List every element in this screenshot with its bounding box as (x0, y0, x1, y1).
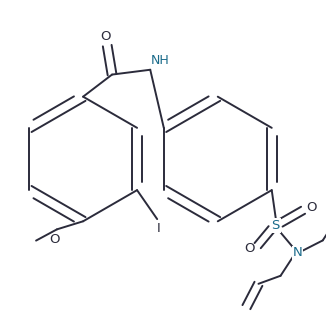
Text: I: I (157, 222, 160, 235)
Text: O: O (306, 201, 317, 213)
Text: O: O (100, 30, 111, 43)
Text: O: O (50, 233, 60, 246)
Text: O: O (244, 242, 255, 255)
Text: S: S (271, 219, 280, 232)
Text: N: N (293, 246, 303, 259)
Text: NH: NH (151, 54, 170, 67)
